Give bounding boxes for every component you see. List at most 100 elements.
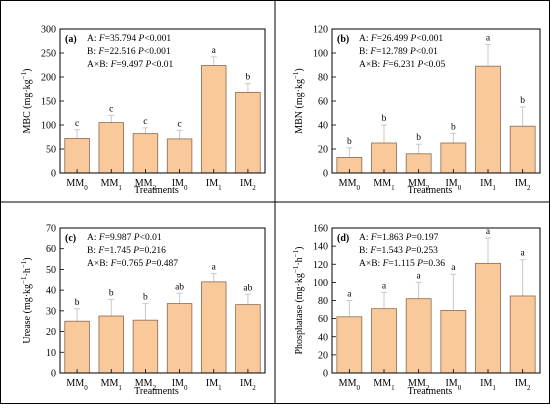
y-tick-label: 40: [318, 121, 328, 132]
y-axis-title: Phosphatase (mg·kg−1·h−1): [292, 247, 305, 355]
significance-letter: a: [451, 263, 456, 273]
stats-prefix: A×B:: [359, 60, 383, 70]
bar: [475, 262, 501, 374]
stats-f-value: =1.543: [376, 246, 405, 256]
x-tick-label: MM1: [101, 378, 123, 392]
x-tick-label-base: MM: [66, 378, 84, 389]
y-axis-title-sup: −1: [292, 265, 300, 273]
x-tick-label-base: MM: [135, 378, 153, 389]
x-tick-label: IM0: [172, 378, 188, 392]
stats-p-value: =0.216: [139, 246, 166, 256]
bar: [166, 138, 193, 174]
x-tick-label-base: MM: [339, 178, 357, 189]
x-tick-label: IM0: [172, 178, 188, 192]
y-tick-label: 50: [46, 145, 56, 156]
y-tick-label: 10: [46, 348, 56, 359]
stats-prefix: B:: [359, 47, 370, 57]
stats-line: B: F=12.789 P<0.01: [359, 47, 438, 57]
x-tick-label-base: IM: [480, 178, 492, 189]
x-tick-label: MM1: [373, 178, 395, 192]
x-tick-label-base: MM: [101, 378, 119, 389]
y-tick-label: 100: [41, 121, 56, 132]
stats-f-symbol: F: [369, 246, 376, 256]
stats-p-value: =0.253: [411, 246, 438, 256]
significance-letter: c: [109, 104, 113, 114]
x-tick-label: MM0: [66, 178, 88, 192]
x-tick-label-base: MM: [373, 378, 391, 389]
x-tick-label: MM1: [101, 178, 123, 192]
stats-line: A×B: F=9.497 P<0.01: [87, 60, 174, 70]
x-axis-title: Treatments: [408, 185, 453, 196]
x-axis-title: Treatments: [408, 386, 453, 397]
stats-p-symbol: P: [145, 60, 152, 70]
x-axis-title: Treatments: [134, 185, 179, 196]
x-tick-label-sub: 0: [356, 384, 360, 392]
x-tick-label-base: MM: [408, 178, 426, 189]
significance-letter: b: [451, 122, 456, 132]
x-tick-label-sub: 0: [84, 184, 88, 192]
y-axis-title-text: Phosphatase (mg·kg: [294, 273, 305, 354]
y-axis-title-text: MBC (mg·kg: [22, 79, 33, 133]
y-axis-title-text: ·h: [22, 268, 33, 276]
y-tick-label: 120: [313, 260, 328, 271]
plot-frame: [59, 227, 266, 374]
stats-f-symbol: F: [110, 259, 117, 269]
y-axis-title-text: ): [294, 68, 305, 71]
significance-letter: a: [382, 281, 387, 291]
stats-line: A: F=9.987 P<0.01: [87, 233, 162, 243]
stats-p-symbol: P: [137, 47, 144, 57]
stats-f-symbol: F: [97, 47, 104, 57]
stats-f-symbol: F: [382, 259, 389, 269]
y-axis-title: Urease (mg·kg−1·h−1): [20, 257, 33, 343]
x-tick-label-base: MM: [339, 378, 357, 389]
significance-letter: b: [143, 293, 148, 303]
y-tick-label: 0: [323, 369, 328, 380]
stats-f-value: =22.516: [104, 47, 138, 57]
y-axis-title-text: Urease (mg·kg: [22, 284, 33, 344]
stats-line: B: F=1.745 P=0.216: [87, 246, 166, 256]
x-tick-label-sub: 1: [492, 184, 496, 192]
significance-letter: a: [347, 290, 352, 300]
x-tick-label-sub: 1: [492, 384, 496, 392]
x-tick-label-sub: 0: [184, 184, 188, 192]
stats-f-value: =35.794: [105, 34, 139, 44]
y-tick-label: 250: [41, 49, 56, 60]
stats-p-symbol: P: [410, 34, 417, 44]
y-tick-label: 60: [318, 314, 328, 325]
stats-prefix: A:: [87, 34, 99, 44]
stats-prefix: A:: [359, 233, 371, 243]
bar: [235, 304, 261, 374]
stats-f-value: =9.497: [116, 60, 145, 70]
stats-p-symbol: P: [138, 34, 145, 44]
significance-letter: c: [143, 117, 147, 127]
x-tick-label: IM1: [480, 178, 496, 192]
stats-line: B: F=1.543 P=0.253: [359, 246, 438, 256]
y-tick-label: 100: [313, 278, 328, 289]
y-axis-title: MBC (mg·kg−1): [20, 69, 33, 134]
x-tick-label: IM2: [515, 178, 531, 192]
significance-letter: a: [521, 249, 526, 259]
stats-p-symbol: P: [417, 60, 424, 70]
stats-f-symbol: F: [97, 246, 104, 256]
stats-line: A×B: F=1.115 P=0.36: [359, 259, 445, 269]
y-axis-title-text: ): [22, 69, 33, 72]
bar: [64, 320, 90, 374]
stats-p-value: <0.01: [140, 233, 162, 243]
y-tick-label: 140: [313, 242, 328, 253]
bar: [371, 308, 397, 374]
x-tick-label-sub: 1: [391, 184, 395, 192]
x-tick-label: IM2: [240, 378, 256, 392]
x-tick-label-base: IM: [480, 378, 492, 389]
stats-f-symbol: F: [98, 34, 105, 44]
significance-letter: a: [212, 46, 217, 56]
stats-prefix: A×B:: [359, 259, 383, 269]
stats-p-symbol: P: [132, 246, 139, 256]
stats-prefix: B:: [87, 246, 98, 256]
stats-line: A: F=26.499 P<0.001: [359, 34, 443, 44]
stats-f-value: =12.789: [376, 47, 410, 57]
x-tick-label-base: IM: [206, 378, 218, 389]
x-tick-label: MM2: [408, 178, 430, 192]
stats-f-value: =26.499: [377, 34, 411, 44]
y-tick-label: 200: [41, 73, 56, 84]
